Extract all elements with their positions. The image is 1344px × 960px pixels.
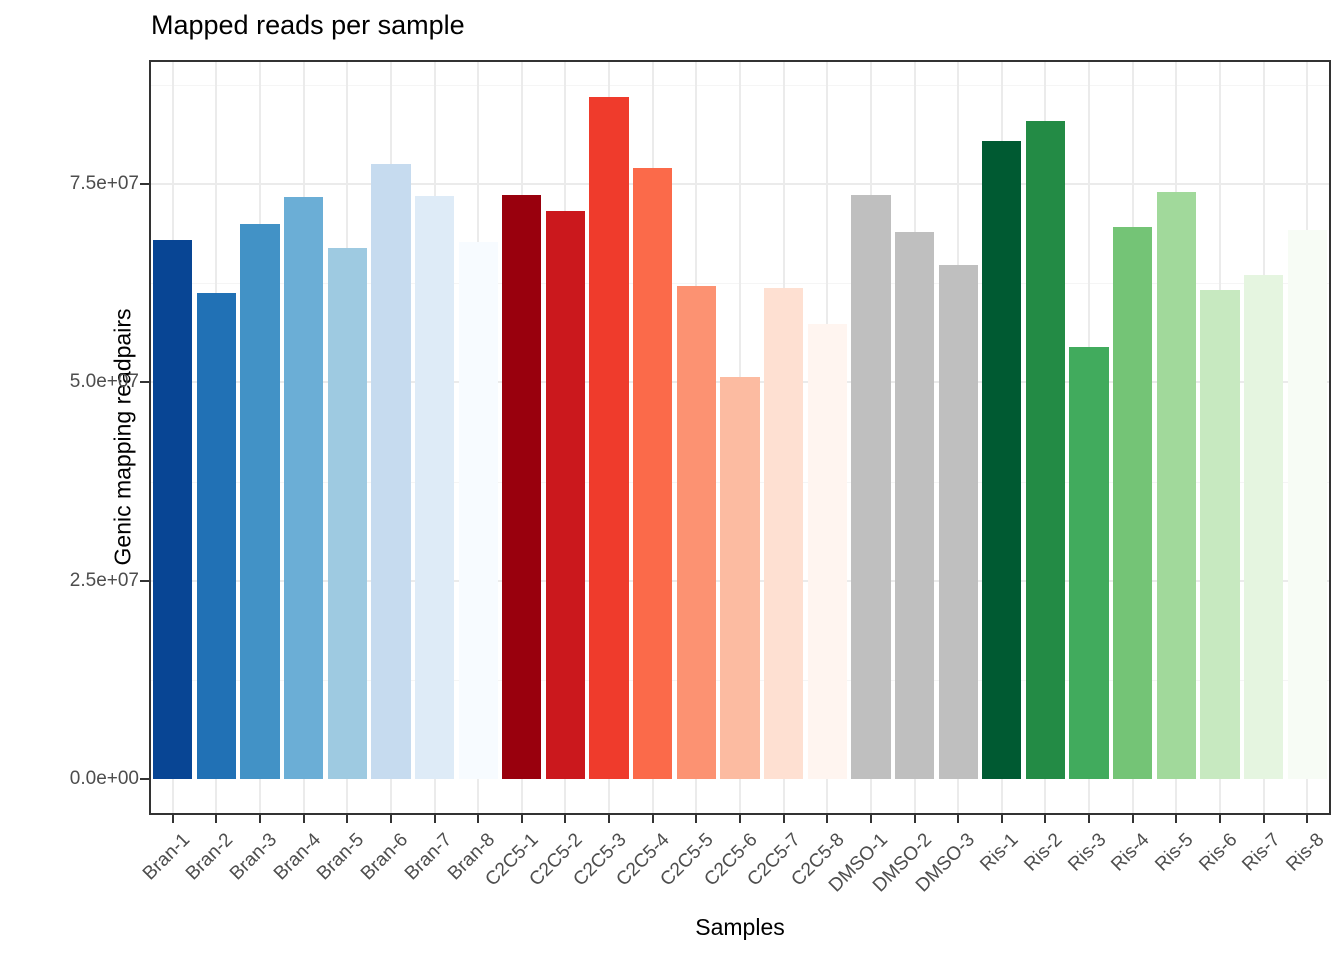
x-tick-C2C5-7 [782, 815, 785, 823]
x-tick-Ris-4 [1131, 815, 1134, 823]
x-tick-Bran-8 [477, 815, 480, 823]
bar-C2C5-1 [502, 195, 542, 779]
y-tick-label-5.0e+07: 5.0e+07 [69, 371, 139, 393]
x-tick-DMSO-1 [869, 815, 872, 823]
y-tick-7.5e+07 [140, 183, 149, 185]
bar-Bran-6 [371, 164, 411, 779]
x-tick-C2C5-4 [651, 815, 654, 823]
bar-Bran-2 [196, 292, 237, 779]
y-tick-label-7.5e+07: 7.5e+07 [69, 173, 139, 194]
x-tick-C2C5-3 [608, 815, 611, 823]
bar-Ris-6 [1200, 290, 1240, 779]
bar-DMSO-2 [894, 232, 935, 779]
x-tick-C2C5-5 [695, 815, 698, 823]
x-tick-Ris-8 [1306, 815, 1309, 823]
bar-Ris-5 [1156, 191, 1196, 779]
bar-Bran-5 [327, 248, 367, 779]
bar-Ris-7 [1243, 275, 1284, 779]
x-tick-Bran-7 [433, 815, 436, 823]
x-tick-Ris-6 [1218, 815, 1221, 823]
x-tick-label-Ris-4: Ris-4 [1107, 829, 1154, 876]
x-tick-C2C5-6 [739, 815, 741, 823]
x-tick-DMSO-2 [913, 815, 916, 823]
x-tick-Bran-4 [302, 815, 305, 823]
y-tick-label-2.5e+07: 2.5e+07 [69, 569, 139, 591]
bar-C2C5-3 [589, 96, 629, 779]
x-tick-label-Ris-3: Ris-3 [1063, 829, 1111, 876]
x-tick-label-Bran-4: Bran-4 [269, 829, 325, 885]
x-tick-C2C5-1 [520, 815, 523, 823]
y-tick-0.0e+00 [140, 778, 149, 780]
x-tick-label-Bran-2: Bran-2 [182, 829, 238, 885]
bar-C2C5-5 [676, 286, 716, 779]
y-tick-2.5e+07 [140, 579, 149, 582]
y-tick-label-0.0e+00: 0.0e+00 [69, 768, 139, 789]
bar-Ris-1 [982, 141, 1022, 779]
x-tick-Ris-1 [1000, 815, 1003, 823]
bar-Bran-1 [153, 240, 193, 779]
x-tick-label-Bran-7: Bran-7 [400, 829, 456, 885]
y-tick-5.0e+07 [140, 381, 149, 384]
x-tick-label-Bran-1: Bran-1 [138, 829, 194, 885]
x-tick-Bran-1 [171, 815, 174, 823]
x-tick-label-Bran-3: Bran-3 [226, 829, 282, 885]
x-tick-Ris-7 [1262, 815, 1265, 823]
x-tick-C2C5-2 [564, 815, 567, 823]
x-tick-label-Ris-6: Ris-6 [1194, 829, 1242, 876]
x-axis-title: Samples [695, 914, 785, 940]
x-tick-label-Ris-1: Ris-1 [976, 829, 1023, 876]
bar-Bran-4 [284, 196, 324, 779]
x-tick-label-Bran-6: Bran-6 [356, 829, 413, 885]
y-axis-title: Genic mapping readpairs [109, 308, 136, 566]
bar-Bran-7 [414, 195, 455, 779]
bar-C2C5-7 [763, 287, 804, 779]
bar-C2C5-4 [633, 168, 673, 779]
x-tick-Ris-2 [1044, 815, 1047, 823]
bar-DMSO-3 [938, 264, 978, 779]
x-tick-label-Ris-7: Ris-7 [1238, 829, 1285, 876]
bar-C2C5-6 [720, 376, 760, 779]
x-tick-label-Ris-5: Ris-5 [1151, 829, 1198, 876]
x-tick-Bran-6 [389, 815, 392, 823]
x-tick-Bran-5 [346, 815, 349, 823]
bar-C2C5-2 [545, 210, 586, 779]
x-tick-Bran-2 [215, 815, 218, 823]
bar-C2C5-8 [807, 323, 847, 779]
bar-Ris-4 [1113, 226, 1153, 779]
x-tick-Bran-3 [259, 815, 262, 823]
x-tick-Ris-5 [1175, 815, 1178, 823]
plot-panel [149, 60, 1331, 815]
bar-Bran-3 [240, 223, 280, 779]
x-tick-label-Ris-2: Ris-2 [1020, 829, 1067, 876]
bar-Ris-8 [1287, 230, 1327, 779]
x-tick-Ris-3 [1088, 815, 1091, 823]
bar-DMSO-1 [851, 195, 891, 779]
bar-Bran-8 [458, 241, 498, 779]
chart-title: Mapped reads per sample [151, 10, 465, 40]
x-tick-C2C5-8 [826, 815, 829, 823]
x-tick-label-Bran-5: Bran-5 [313, 829, 369, 885]
x-tick-DMSO-3 [957, 815, 960, 823]
bar-Ris-2 [1025, 121, 1066, 779]
x-tick-label-Ris-8: Ris-8 [1282, 829, 1329, 876]
bar-Ris-3 [1069, 346, 1109, 779]
